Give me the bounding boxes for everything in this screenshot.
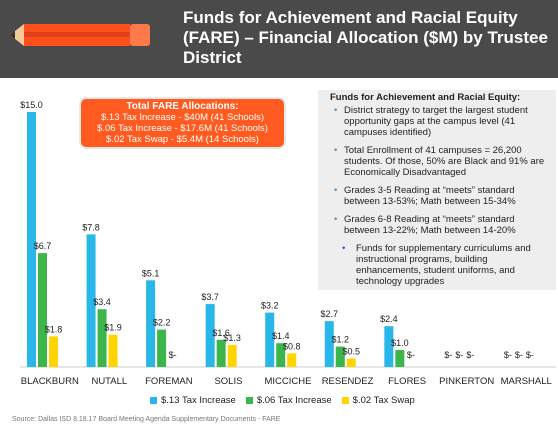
data-label: $0.5 [343, 347, 361, 357]
data-label: $5.1 [142, 268, 160, 278]
category-label: NUTALL [91, 376, 127, 387]
bar [227, 344, 237, 367]
data-label: $- [444, 350, 452, 360]
data-label: $1.6 [212, 328, 230, 338]
data-label: $- [504, 350, 512, 360]
callout-line: $.06 Tax Increase - $17.6M (41 Schools) [97, 123, 268, 134]
bar [157, 329, 167, 367]
data-label: $- [455, 350, 463, 360]
data-label: $1.0 [391, 338, 409, 348]
category-label: SOLIS [214, 376, 242, 387]
data-label: $- [526, 350, 534, 360]
data-label: $1.4 [272, 331, 290, 341]
bar [97, 309, 107, 367]
data-label: $1.9 [104, 323, 122, 333]
category-label: RESENDEZ [322, 376, 374, 387]
notes-title: Funds for Achievement and Racial Equity: [330, 92, 521, 103]
bar [205, 304, 215, 367]
data-label: $2.7 [321, 309, 339, 319]
data-label: $0.8 [283, 341, 301, 351]
legend-label: $.06 Tax Increase [256, 395, 332, 406]
category-label: FLORES [388, 376, 426, 387]
bar [86, 234, 96, 367]
legend-swatch [150, 397, 157, 404]
bar [276, 343, 286, 367]
source-note: Source: Dallas ISD 8.18.17 Board Meeting… [12, 416, 281, 423]
notes-panel: Funds for Achievement and Racial Equity:… [318, 90, 556, 290]
callout-line: $.02 Tax Swap - $5.4M (14 Schools) [106, 134, 259, 145]
category-label: BLACKBURN [21, 376, 79, 387]
category-label: FOREMAN [145, 376, 193, 387]
total-allocations-callout: Total FARE Allocations: $.13 Tax Increas… [79, 97, 286, 149]
data-label: $6.7 [34, 241, 52, 251]
pencil-icon [10, 24, 150, 46]
data-label: $1.3 [223, 333, 241, 343]
bar [108, 334, 118, 367]
data-label: $- [466, 350, 474, 360]
bar [49, 336, 58, 367]
callout-title: Total FARE Allocations: [126, 101, 239, 112]
data-label: $- [169, 350, 177, 360]
data-label: $3.7 [201, 292, 219, 302]
bar [265, 312, 275, 367]
notes-bullet: Grades 6-8 Reading at “meets” standard b… [334, 214, 552, 236]
page-title: Funds for Achievement and Racial Equity … [183, 8, 548, 67]
legend-item: $.02 Tax Swap [341, 395, 415, 406]
chart-legend: $.13 Tax Increase $.06 Tax Increase $.02… [150, 395, 415, 406]
category-label: PINKERTON [439, 376, 494, 387]
bar [395, 350, 405, 367]
legend-swatch [245, 397, 253, 404]
notes-bullet: Grades 3-5 Reading at “meets” standard b… [334, 185, 552, 207]
callout-line: $.13 Tax Increase - $40M (41 Schools) [101, 112, 264, 123]
bar [324, 321, 334, 367]
bar [216, 339, 226, 367]
notes-bullet: District strategy to target the largest … [334, 105, 552, 138]
legend-swatch [341, 397, 349, 404]
legend-item: $.13 Tax Increase [150, 395, 236, 406]
data-label: $- [515, 350, 523, 360]
legend-item: $.06 Tax Increase [245, 395, 332, 406]
data-label: $- [407, 350, 415, 360]
bar [384, 326, 394, 367]
data-label: $3.4 [93, 297, 111, 307]
data-label: $2.4 [380, 314, 398, 324]
data-label: $1.8 [45, 324, 63, 334]
category-label: MARSHALL [501, 376, 552, 387]
legend-label: $.13 Tax Increase [161, 395, 236, 406]
bar [38, 253, 47, 367]
data-label: $2.2 [153, 318, 171, 328]
data-label: $7.8 [82, 222, 100, 232]
bar [287, 353, 297, 367]
category-label: MICCICHE [265, 376, 312, 387]
bar [335, 346, 345, 367]
bar [146, 280, 156, 367]
bar [346, 358, 356, 367]
legend-label: $.02 Tax Swap [352, 395, 415, 406]
notes-bullet: Total Enrollment of 41 campuses = 26,200… [334, 145, 552, 178]
data-label: $15.0 [20, 100, 43, 110]
data-label: $3.2 [261, 301, 279, 311]
header-bar: Funds for Achievement and Racial Equity … [0, 0, 558, 78]
data-label: $1.2 [332, 335, 350, 345]
bar [27, 112, 36, 367]
notes-sub-bullet: Funds for supplementary curriculums and … [342, 243, 552, 287]
